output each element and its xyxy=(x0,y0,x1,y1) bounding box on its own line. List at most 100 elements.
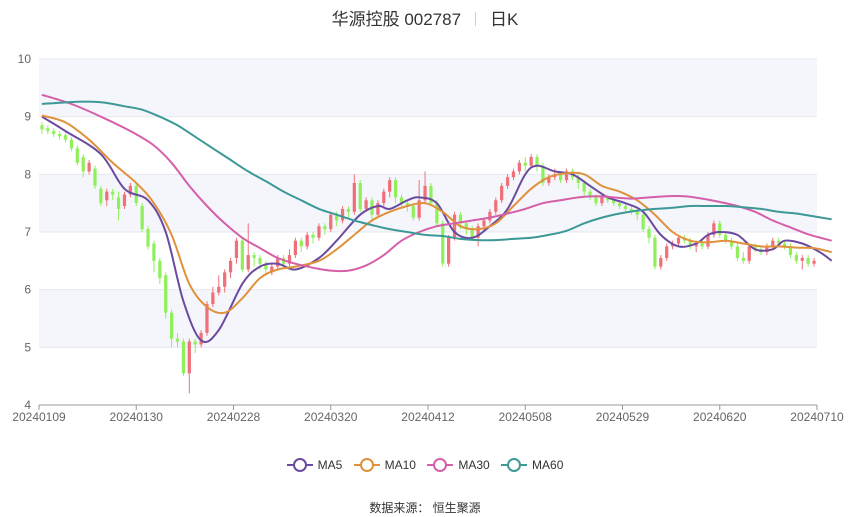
candle-body xyxy=(729,240,734,247)
candle-body xyxy=(234,240,239,258)
candle-body xyxy=(258,257,262,264)
candle-body xyxy=(724,234,728,241)
candle-body xyxy=(340,208,345,221)
x-tick-label: 20240320 xyxy=(304,410,358,424)
grid-band xyxy=(39,59,817,117)
candle-body xyxy=(782,243,787,247)
candle-body xyxy=(488,211,492,221)
candle-body xyxy=(600,197,604,204)
candle-body xyxy=(323,226,327,230)
legend-label-ma30: MA30 xyxy=(458,458,490,472)
y-tick-label: 5 xyxy=(24,340,31,354)
candle-body xyxy=(293,240,298,256)
legend-item-ma10[interactable]: MA10 xyxy=(353,458,416,472)
candle-body xyxy=(606,197,610,201)
candle-body xyxy=(376,203,380,215)
candle-body xyxy=(741,257,745,261)
candle-body xyxy=(81,157,85,172)
candle-body xyxy=(211,292,215,305)
candle-body xyxy=(665,246,669,258)
candle-body xyxy=(576,177,580,183)
ma-line-ma60 xyxy=(41,100,832,242)
legend-item-ma30[interactable]: MA30 xyxy=(427,458,490,472)
legend-marker-ma10 xyxy=(353,458,380,472)
chart-legend: MA5 MA10 MA30 MA60 xyxy=(0,458,850,475)
candle-body xyxy=(718,223,722,235)
candle-body xyxy=(788,246,793,256)
source-value: 恒生聚源 xyxy=(432,501,481,515)
candle-body xyxy=(99,188,103,204)
candle-body xyxy=(794,255,798,261)
candle-body xyxy=(305,234,309,247)
candle-body xyxy=(452,214,457,238)
candle-body xyxy=(441,223,445,264)
candle-body xyxy=(105,191,109,201)
candle-body xyxy=(529,157,533,166)
candle-body xyxy=(75,148,79,163)
candle-body xyxy=(629,208,633,212)
candle-body xyxy=(753,246,757,250)
candle-body xyxy=(482,220,486,227)
candle-body xyxy=(388,180,392,192)
candle-body xyxy=(700,243,704,247)
candle-body xyxy=(93,168,97,186)
candle-body xyxy=(435,203,439,224)
period-label[interactable]: 日K xyxy=(490,10,519,29)
candle-body xyxy=(423,185,427,201)
legend-marker-ma5 xyxy=(286,458,313,472)
x-tick-label: 20240710 xyxy=(790,410,844,424)
candle-body xyxy=(511,171,516,178)
candle-body xyxy=(158,260,162,279)
candle-body xyxy=(399,197,404,204)
candle-body xyxy=(476,226,480,238)
candle-body xyxy=(653,237,657,267)
candle-body xyxy=(264,263,268,270)
legend-item-ma5[interactable]: MA5 xyxy=(286,458,342,472)
candle-body xyxy=(175,338,180,342)
y-tick-label: 4 xyxy=(24,398,31,412)
candle-body xyxy=(505,177,510,186)
legend-item-ma60[interactable]: MA60 xyxy=(501,458,563,472)
x-tick-label: 20240130 xyxy=(110,410,164,424)
candle-body xyxy=(588,191,592,198)
candle-body xyxy=(140,206,144,230)
candle-body xyxy=(582,182,586,192)
legend-label-ma10: MA10 xyxy=(384,458,416,472)
candle-body xyxy=(659,257,663,267)
y-tick-label: 10 xyxy=(18,52,32,66)
candle-body xyxy=(641,214,645,230)
candle-body xyxy=(735,246,740,258)
candle-body xyxy=(800,257,804,261)
candle-body xyxy=(535,157,539,166)
candle-body xyxy=(676,237,681,244)
candle-body xyxy=(694,243,698,247)
candle-body xyxy=(181,341,186,374)
candle-body xyxy=(164,275,168,313)
candle-body xyxy=(63,135,68,140)
legend-marker-ma60 xyxy=(501,458,528,472)
candle-body xyxy=(152,243,156,261)
ma-line-ma5 xyxy=(41,115,833,344)
x-tick-label: 20240412 xyxy=(401,410,455,424)
candle-body xyxy=(358,182,362,209)
candle-body xyxy=(706,234,710,247)
candle-body xyxy=(252,255,256,258)
candle-body xyxy=(146,229,150,247)
candle-body xyxy=(771,240,775,247)
legend-marker-ma30 xyxy=(427,458,454,472)
candle-body xyxy=(470,229,474,238)
candle-body xyxy=(240,240,244,270)
candle-body xyxy=(594,197,598,204)
chart-title: 华源控股 002787 日K xyxy=(0,5,850,30)
candle-body xyxy=(317,226,321,238)
candle-body xyxy=(712,223,716,235)
legend-label-ma60: MA60 xyxy=(532,458,564,472)
y-tick-label: 9 xyxy=(24,110,31,124)
candle-body xyxy=(335,214,339,221)
candle-body xyxy=(352,182,356,212)
candle-body xyxy=(458,214,463,224)
candle-body xyxy=(635,211,639,215)
candle-body xyxy=(417,200,421,218)
candle-body xyxy=(169,312,174,339)
candle-body xyxy=(46,128,50,132)
